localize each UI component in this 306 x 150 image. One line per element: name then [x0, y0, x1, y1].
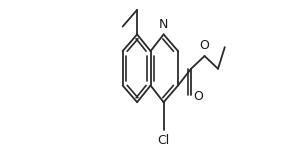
Text: O: O	[200, 39, 210, 52]
Text: O: O	[194, 90, 203, 103]
Text: N: N	[159, 18, 168, 32]
Text: Cl: Cl	[158, 134, 170, 147]
